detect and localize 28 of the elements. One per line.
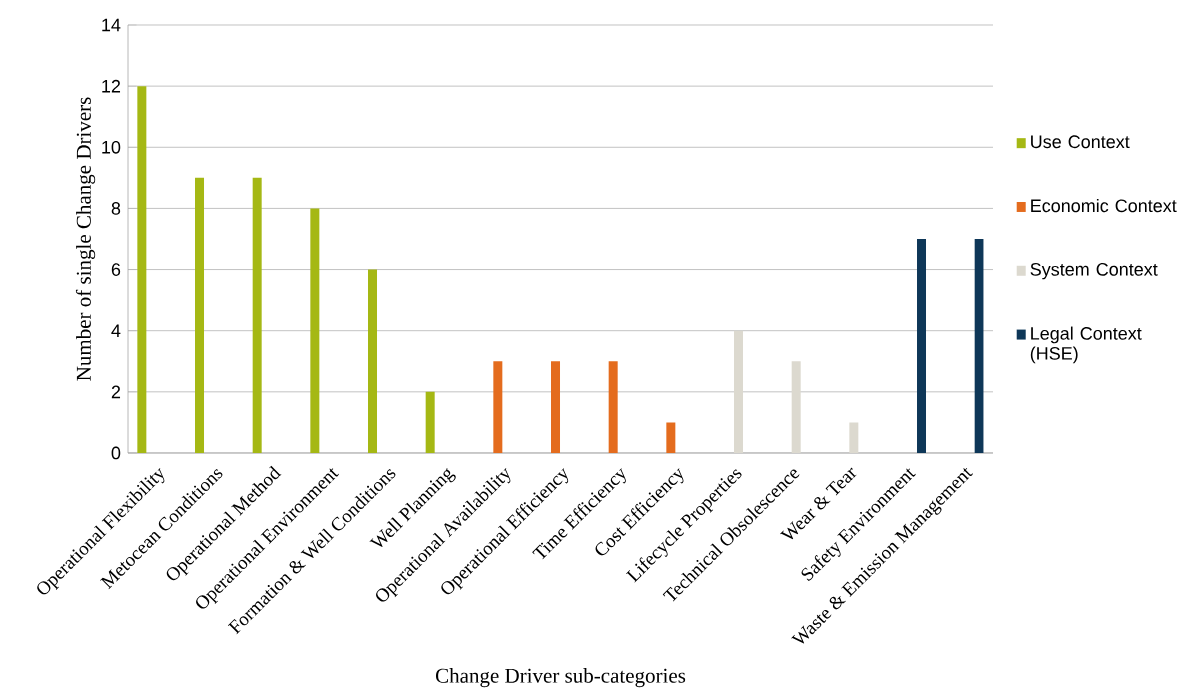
x-axis-title: Change Driver sub-categories: [435, 668, 686, 688]
bar: [734, 330, 744, 453]
bar: [551, 361, 561, 453]
bar: [791, 361, 801, 453]
legend-label: Use Context: [1031, 135, 1130, 149]
bar: [137, 86, 147, 453]
y-axis-title: Number of single Change Drivers: [75, 97, 96, 381]
y-tick-label: 4: [111, 324, 121, 337]
bar: [425, 391, 435, 453]
y-tick-label: 0: [111, 446, 121, 460]
y-tick-label: 10: [102, 140, 121, 154]
bar: [666, 422, 676, 453]
bar: [368, 269, 378, 453]
bar: [493, 361, 503, 453]
y-tick-label: 8: [111, 202, 121, 215]
y-tick-label: 2: [111, 385, 121, 399]
bar: [310, 208, 320, 453]
bar: [252, 177, 262, 453]
legend-label: System Context: [1030, 262, 1158, 280]
y-tick-label: 12: [102, 79, 121, 93]
y-tick-label: 14: [102, 18, 121, 32]
legend-label: Legal Context (HSE): [1030, 326, 1142, 364]
legend-label: Economic Context: [1031, 198, 1177, 213]
bar: [849, 422, 859, 453]
bar: [195, 177, 205, 453]
bar: [608, 361, 618, 453]
bar: [917, 238, 926, 453]
y-tick-label: 6: [111, 263, 121, 276]
